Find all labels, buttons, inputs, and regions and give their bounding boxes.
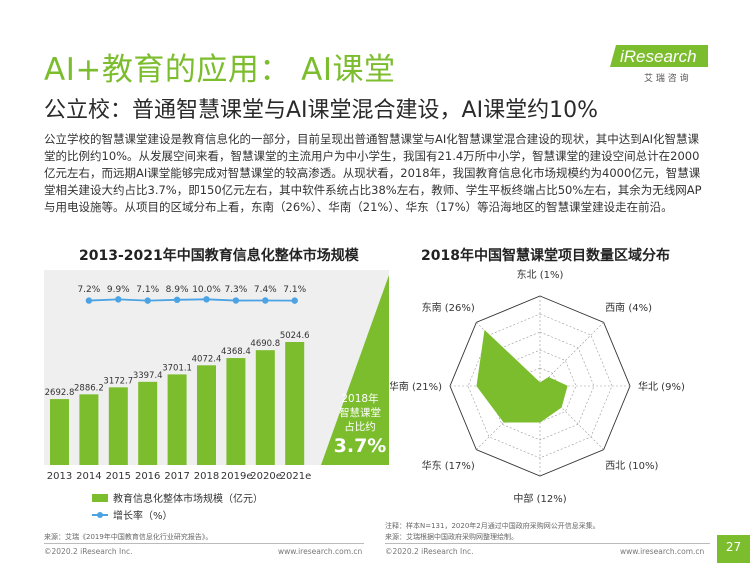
growth-label: 7.1% xyxy=(136,285,159,295)
bar-2020e xyxy=(255,350,275,465)
radar-ring xyxy=(503,349,577,423)
bar-chart: 2692.8 2886.2 3172.7 3397.4 3701.1 4072.4 4368… xyxy=(44,270,389,465)
growth-point-2015 xyxy=(115,296,122,303)
growth-point-2021e xyxy=(291,297,298,304)
footer-url-right: www.iresearch.com.cn xyxy=(620,547,705,556)
bar-swatch-icon xyxy=(92,493,108,502)
footer-divider-left xyxy=(44,543,364,544)
radar-label-华南: 华南 (21%) xyxy=(390,380,442,393)
x-tick-label: 2018 xyxy=(193,471,220,482)
footer-copyright-right: ©2020.2 iResearch Inc. xyxy=(385,547,474,556)
highlight-callout: 2018年 智慧课堂 占比约 3.7% xyxy=(325,392,395,458)
bar-value-label: 4690.8 xyxy=(250,339,280,349)
growth-line xyxy=(88,298,295,302)
highlight-line3: 占比约 xyxy=(344,421,376,433)
footer-copyright-left: ©2020.2 iResearch Inc. xyxy=(44,547,133,556)
growth-label: 9.9% xyxy=(107,285,130,295)
legend-line: 增长率（%） xyxy=(92,507,173,522)
radar-spoke xyxy=(539,385,604,450)
footer-url-left: www.iresearch.com.cn xyxy=(278,547,363,556)
bar-2021e xyxy=(285,342,305,465)
x-tick-label: 2017 xyxy=(164,471,190,482)
radar-area xyxy=(476,329,568,423)
x-tick-label: 2019e xyxy=(220,471,253,482)
legend-bar-label: 教育信息化整体市场规模（亿元） xyxy=(113,494,263,505)
left-source: 来源：艾瑞《2019年中国教育信息化行业研究报告》。 xyxy=(44,533,213,541)
x-tick-label: 2014 xyxy=(76,471,102,482)
growth-label: 10.0% xyxy=(192,285,221,295)
bar-2018 xyxy=(197,365,216,465)
bar-value-label: 3701.1 xyxy=(162,363,192,373)
growth-point-2019e xyxy=(232,297,240,304)
page-number-bar xyxy=(717,535,750,563)
radar-label-西南: 西南 (4%) xyxy=(605,301,652,314)
bar-value-label: 3397.4 xyxy=(133,371,163,381)
logo-subtext: 艾 瑞 咨 询 xyxy=(644,72,689,84)
bar-2016 xyxy=(138,381,158,465)
radar-spoke xyxy=(539,322,604,387)
x-tick-label: 2020e xyxy=(250,471,282,482)
growth-label: 7.1% xyxy=(283,285,306,295)
highlight-line1: 2018年 xyxy=(341,393,379,405)
radar-chart: 东北 (1%) 西南 (4%) 华北 (9%) 西北 (10%) 中部 (12%) 华东 … xyxy=(390,268,685,505)
bar-2017 xyxy=(167,374,187,465)
x-tick-label: 2015 xyxy=(105,471,132,482)
bar-value-label: 3172.7 xyxy=(103,376,133,386)
bar-2014 xyxy=(79,394,99,465)
growth-point-2016 xyxy=(144,297,151,304)
highlight-triangle xyxy=(321,275,389,465)
growth-label: 7.4% xyxy=(254,285,277,295)
bar-2015 xyxy=(108,387,128,465)
bar-value-label: 4368.4 xyxy=(221,347,251,357)
radar-label-东南: 东南 (26%) xyxy=(422,301,475,314)
bar-2013 xyxy=(50,399,69,465)
radar-label-中部: 中部 (12%) xyxy=(513,492,566,505)
growth-point-2014 xyxy=(85,297,93,304)
page-number: 27 xyxy=(725,540,742,554)
highlight-value: 3.7% xyxy=(333,435,387,457)
chart-background xyxy=(44,270,389,465)
iresearch-logo: iResearch 艾 瑞 咨 询 xyxy=(610,41,710,89)
legend-line-label: 增长率（%） xyxy=(113,511,173,522)
right-note: 注释：样本N=131，2020年2月通过中国政府采购网公开信息采集。 xyxy=(385,522,600,530)
radar-label-东北: 东北 (1%) xyxy=(517,268,564,281)
logo-badge-icon: iResearch 艾 瑞 咨 询 xyxy=(610,45,708,84)
bar-value-label: 5024.6 xyxy=(280,331,310,341)
growth-label: 7.2% xyxy=(77,285,100,295)
page-subtitle: 公立校：普通智慧课堂与AI课堂混合建设，AI课堂约10% xyxy=(44,98,598,123)
radar-chart-title: 2018年中国智慧课堂项目数量区域分布 xyxy=(421,248,670,264)
growth-point-2017 xyxy=(173,296,181,304)
line-swatch-icon xyxy=(92,511,108,518)
x-tick-label: 2021e xyxy=(279,471,312,482)
bar-chart-canvas: 2692.8 2886.23172.73397.43701.14072.44368… xyxy=(44,270,389,465)
radar-label-华东: 华东 (17%) xyxy=(422,459,475,472)
bar-chart-title: 2013-2021年中国教育信息化整体市场规模 xyxy=(79,248,359,264)
bar-value-label: 2692.8 xyxy=(45,388,75,398)
growth-label: 7.3% xyxy=(224,285,247,295)
logo-text: iResearch xyxy=(620,47,697,66)
x-tick-label: 2013 xyxy=(46,471,73,482)
growth-point-2020e xyxy=(262,297,269,304)
legend-bar: 教育信息化整体市场规模（亿元） xyxy=(92,490,263,505)
bar-value-label: 2886.2 xyxy=(74,383,104,393)
page-title: AI+教育的应用： AI课堂 xyxy=(44,52,396,88)
body-paragraph: 公立学校的智慧课堂建设是教育信息化的一部分，目前呈现出普通智慧课堂与AI化智慧课… xyxy=(44,132,702,214)
right-source: 来源：艾瑞根据中国政府采购网整理绘制。 xyxy=(385,533,518,541)
footer-divider-right xyxy=(385,543,710,544)
growth-point-2018 xyxy=(203,296,210,303)
x-axis-ticks: 2013 2014 2015 2016 2017 2018 2019e 2020e 2021e xyxy=(44,471,334,485)
bar-value-label: 4072.4 xyxy=(192,354,222,364)
highlight-line2: 智慧课堂 xyxy=(339,407,381,419)
radar-label-西北: 西北 (10%) xyxy=(605,460,658,472)
x-tick-label: 2016 xyxy=(134,471,161,482)
growth-label: 8.9% xyxy=(166,285,189,295)
bar-2019e xyxy=(226,358,246,465)
radar-label-华北: 华北 (9%) xyxy=(638,380,685,393)
